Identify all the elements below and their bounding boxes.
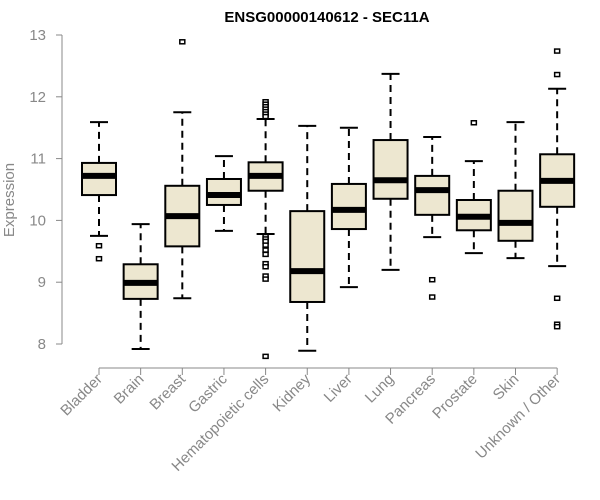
box-liver xyxy=(330,126,367,289)
x-tick-label: Liver xyxy=(321,371,356,406)
y-tick-label: 8 xyxy=(38,336,46,353)
iqr-box xyxy=(414,174,451,216)
chart-title: ENSG00000140612 - SEC11A xyxy=(224,9,429,26)
outlier-point xyxy=(262,276,269,282)
y-axis-title: Expression xyxy=(1,163,18,237)
y-axis: 8 9 10 11 12 13 xyxy=(29,27,63,353)
x-tick-label: Kidney xyxy=(270,370,315,415)
iqr-box xyxy=(205,177,242,206)
x-tick-label: Brain xyxy=(111,371,148,408)
box-prostate xyxy=(455,120,492,255)
x-tick-label: Bladder xyxy=(57,371,106,420)
y-tick-label: 10 xyxy=(29,212,46,229)
box-gastric xyxy=(205,155,242,232)
box-unknown-other xyxy=(539,48,576,330)
iqr-box xyxy=(81,161,117,197)
iqr-box xyxy=(372,139,409,200)
outlier-point xyxy=(262,251,269,258)
outlier-point xyxy=(95,255,103,262)
outlier-point xyxy=(553,71,561,78)
outlier-point xyxy=(428,294,436,300)
box-pancreas xyxy=(414,135,451,300)
y-tick-label: 9 xyxy=(38,274,46,291)
x-tick-label: Prostate xyxy=(429,371,481,423)
box-bladder xyxy=(81,121,117,262)
boxes-group xyxy=(81,39,576,360)
box-skin xyxy=(497,121,534,260)
x-tick-label: Lung xyxy=(362,371,398,407)
outlier-point xyxy=(262,242,269,248)
outlier-point xyxy=(553,323,561,330)
y-tick-label: 13 xyxy=(29,27,46,44)
outlier-point xyxy=(262,113,269,120)
outlier-point xyxy=(95,242,103,249)
box-breast xyxy=(164,39,201,300)
outlier-point xyxy=(262,264,269,270)
outlier-point xyxy=(553,295,561,302)
outlier-point xyxy=(553,48,561,54)
box-kidney xyxy=(289,124,326,352)
outlier-point xyxy=(262,247,269,253)
outlier-point xyxy=(470,120,478,126)
outlier-point xyxy=(262,353,269,360)
iqr-box xyxy=(330,182,367,231)
box-brain xyxy=(122,223,159,350)
y-tick-label: 12 xyxy=(29,89,46,106)
y-tick-label: 11 xyxy=(30,151,46,168)
x-tick-label: Breast xyxy=(146,370,189,413)
x-tick-label: Skin xyxy=(490,371,523,404)
outlier-point xyxy=(428,276,436,283)
box-hematopoietic-cells xyxy=(247,98,284,360)
iqr-box xyxy=(497,189,534,242)
iqr-box xyxy=(289,210,326,303)
box-lung xyxy=(372,72,409,271)
outlier-point xyxy=(179,39,186,45)
